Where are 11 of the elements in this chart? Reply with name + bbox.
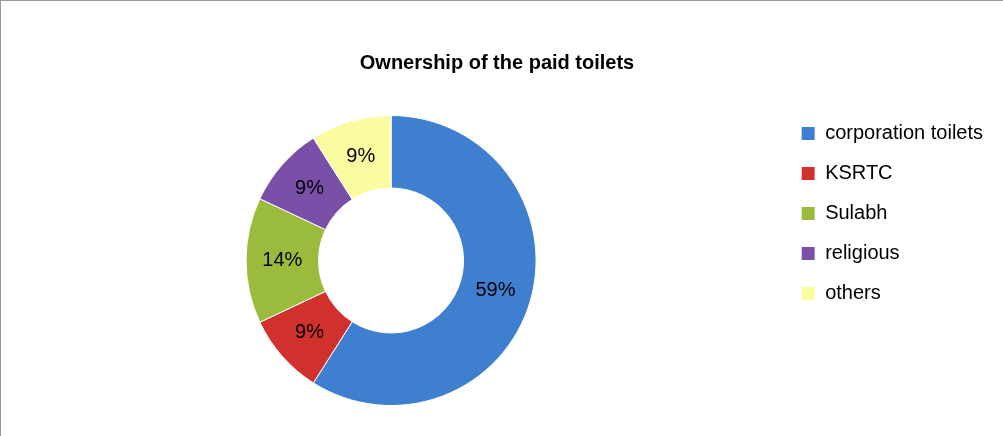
data-label: 9% [346, 143, 376, 166]
data-label: 9% [295, 319, 325, 342]
legend-label: Sulabh [825, 201, 888, 224]
data-label: 9% [295, 176, 325, 199]
legend-label: KSRTC [825, 161, 893, 184]
legend-label: others [825, 281, 881, 304]
data-label: 59% [475, 278, 516, 301]
legend-label: corporation toilets [825, 121, 984, 144]
legend-label: religious [825, 241, 900, 264]
data-label: 14% [262, 248, 303, 271]
chart-title: Ownership of the paid toilets [359, 50, 635, 73]
